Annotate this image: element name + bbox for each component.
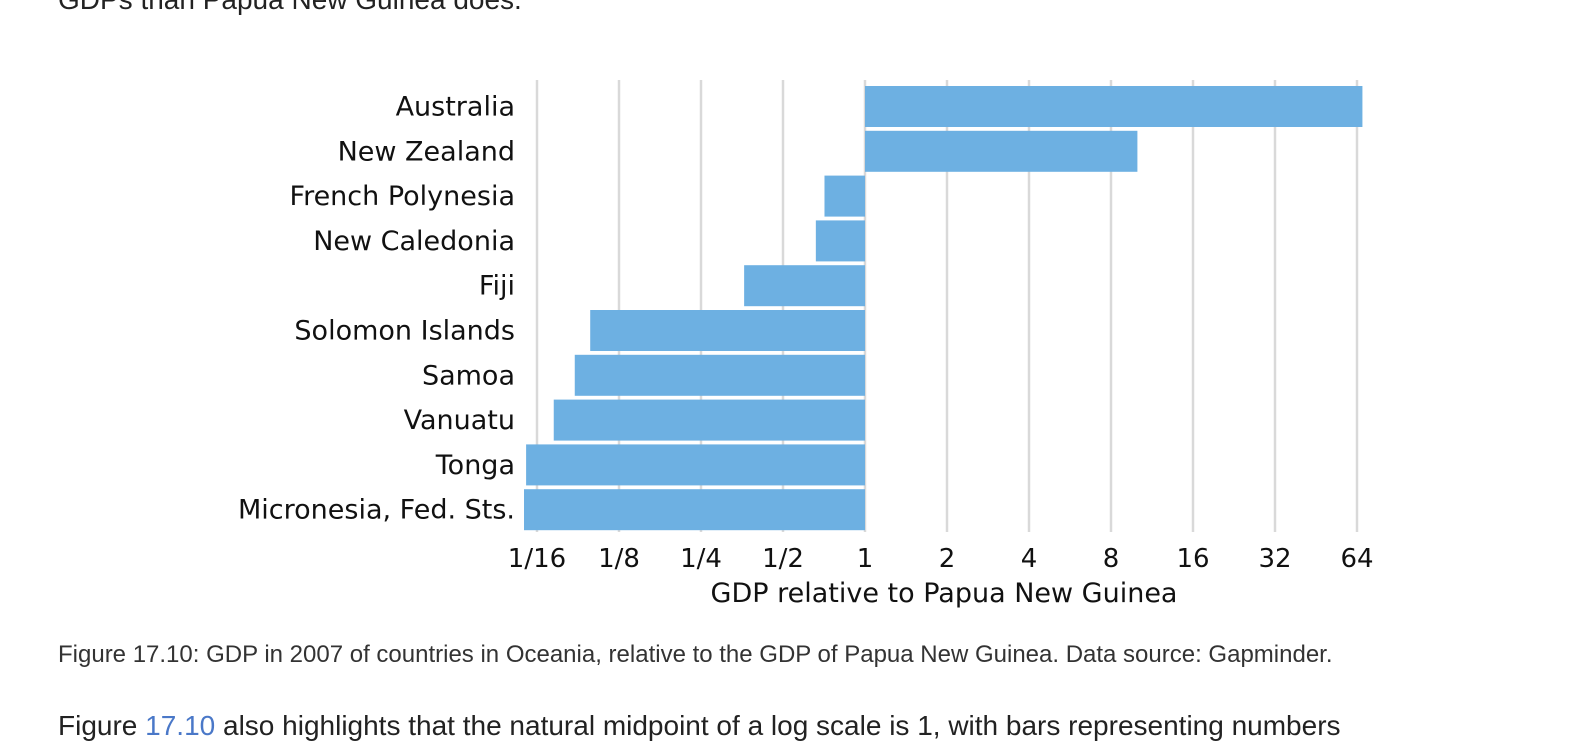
bars (524, 86, 1363, 531)
category-label: Micronesia, Fed. Sts. (238, 495, 515, 526)
x-tick-label: 8 (1103, 544, 1120, 574)
x-tick-label: 16 (1176, 544, 1209, 574)
x-tick-label: 1/2 (762, 544, 804, 574)
x-tick-label: 1 (857, 544, 874, 574)
gdp-bar-chart: Australia New Zealand French Polynesia New … (238, 80, 1374, 609)
x-tick-labels: 1/16 1/8 1/4 1/2 1 2 4 8 16 32 64 (508, 544, 1374, 574)
category-label: Samoa (422, 360, 515, 391)
x-tick-label: 1/8 (598, 544, 640, 574)
figure-caption: Figure 17.10: GDP in 2007 of countries i… (58, 641, 1333, 668)
category-label: New Zealand (338, 136, 515, 167)
body-text-prefix: Figure (58, 710, 146, 741)
category-label: Tonga (435, 450, 515, 481)
bar (865, 86, 1363, 127)
x-axis-title: GDP relative to Papua New Guinea (711, 578, 1178, 609)
category-label: Australia (396, 92, 515, 123)
category-label: French Polynesia (290, 181, 516, 212)
category-label: Solomon Islands (294, 316, 515, 347)
x-tick-label: 1/4 (680, 544, 722, 574)
body-text-top: GDPs than Papua New Guinea does. (58, 0, 522, 14)
bar (524, 489, 865, 531)
x-tick-label: 64 (1340, 544, 1373, 574)
figure-reference-link[interactable]: 17.10 (145, 710, 216, 741)
bar (815, 220, 865, 262)
bar (744, 265, 865, 307)
x-tick-label: 4 (1021, 544, 1038, 574)
category-label: New Caledonia (313, 226, 515, 257)
bar (574, 354, 865, 396)
x-tick-label: 1/16 (508, 544, 566, 574)
body-text-bottom: Figure 17.10 also highlights that the na… (58, 712, 1341, 740)
bar (553, 399, 865, 441)
x-tick-label: 2 (939, 544, 956, 574)
x-tick-label: 32 (1258, 544, 1291, 574)
bar (824, 175, 865, 217)
bar (865, 130, 1138, 172)
category-label: Fiji (479, 271, 515, 302)
body-text-rest: also highlights that the natural midpoin… (215, 710, 1341, 741)
category-label: Vanuatu (404, 405, 515, 436)
category-labels: Australia New Zealand French Polynesia New … (238, 92, 515, 526)
bar (590, 310, 865, 351)
bar (526, 444, 865, 486)
